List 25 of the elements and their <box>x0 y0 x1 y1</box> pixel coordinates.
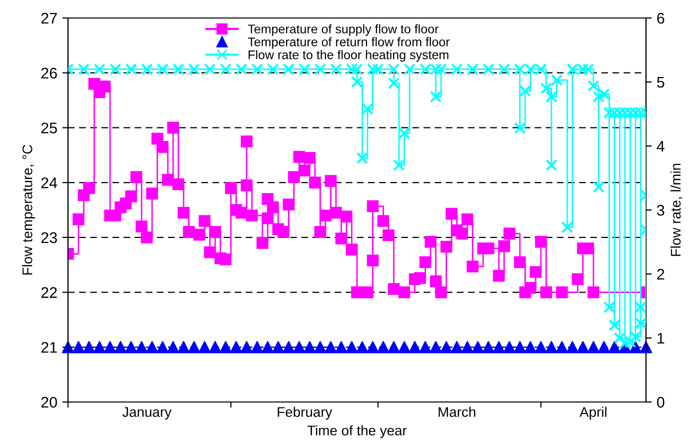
y-tick-label: 23 <box>41 232 57 244</box>
y2-tick-label: 2 <box>657 268 664 280</box>
x-tick-label: March <box>438 406 476 417</box>
y2-tick-label: 0 <box>657 396 664 408</box>
legend-label: Flow rate to the floor heating system <box>248 50 448 62</box>
y2-tick-label: 6 <box>657 12 664 24</box>
y-tick-label: 26 <box>41 68 57 79</box>
y2-tick-label: 4 <box>656 141 664 152</box>
x-tick-label: April <box>580 406 606 420</box>
y2-tick-label: 1 <box>658 333 664 344</box>
y-tick-label: 25 <box>41 122 57 134</box>
legend-label: Temperature of return flow from floor <box>248 37 450 49</box>
x-tick-label: January <box>122 407 172 420</box>
y-tick-label: 21 <box>41 342 57 353</box>
y2-tick-label: 5 <box>657 77 664 88</box>
y2-tick-label: 3 <box>657 204 664 216</box>
y-tick-label: 27 <box>41 12 57 24</box>
y-axis-title: Flow temperature, °C <box>22 144 36 275</box>
x-tick-label: February <box>278 406 332 420</box>
y2-axis-title: Flow rate, l/min <box>670 164 682 256</box>
y-tick-label: 22 <box>41 287 57 298</box>
legend-label: Temperature of supply flow to floor <box>248 24 439 36</box>
x-axis-title: Time of the year <box>307 425 407 438</box>
y-tick-label: 24 <box>41 177 58 188</box>
y-tick-label: 20 <box>41 396 57 408</box>
